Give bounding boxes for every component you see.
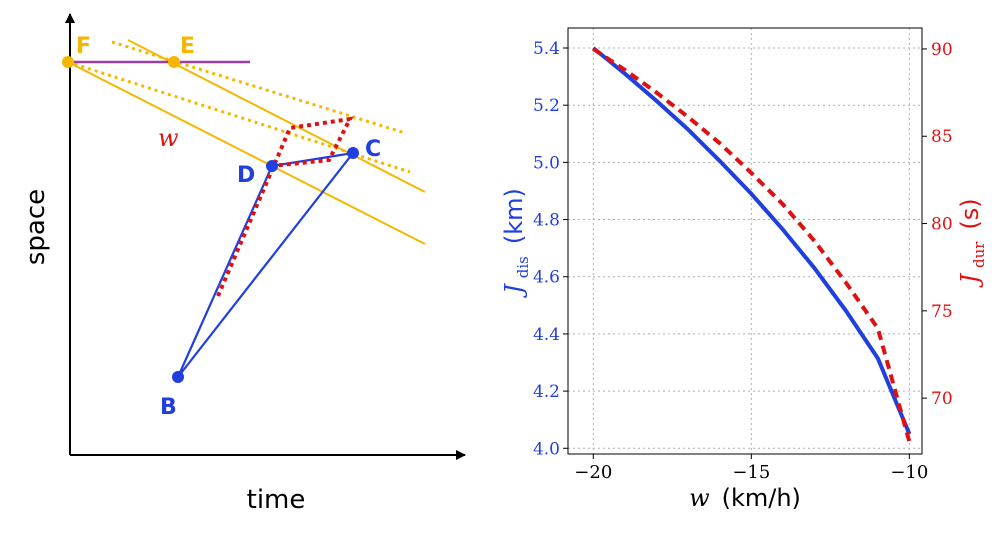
label-w: w — [158, 124, 179, 152]
x-tick-label: −15 — [732, 462, 770, 483]
ylabel-left-var: J — [500, 283, 528, 299]
orange-line-from-f — [67, 61, 426, 245]
y-right-tick-label: 70 — [931, 389, 953, 409]
x-tick-label: −20 — [574, 462, 612, 483]
ylabel-right-sub: dur — [970, 241, 988, 268]
y-left-tick-label: 4.4 — [533, 325, 560, 345]
point-b — [172, 371, 184, 383]
label-b: B — [160, 395, 177, 420]
blue-triangle-bdc — [176, 151, 356, 378]
label-c: C — [365, 137, 381, 162]
xlabel-var: w — [689, 484, 710, 512]
y-right-tick-label: 85 — [931, 127, 953, 147]
point-f — [62, 56, 74, 68]
spacetime-diagram: F E D C B w time space — [21, 13, 466, 515]
series-line-j-dis — [592, 46, 912, 435]
chart-ticks: −20 −15 −10 4.0 4.2 4.4 4.6 4.8 5.0 5.2 5.4 70 75 80 8… — [533, 39, 953, 483]
ylabel-left-unit: (km) — [500, 188, 528, 244]
chart-ylabel-right: J dur (s) — [956, 198, 990, 288]
chart-ylabel-left: J dis (km) — [500, 188, 534, 299]
orange-dotted-line-upper — [111, 40, 406, 135]
chart-series — [592, 46, 912, 443]
y-right-tick-label: 75 — [931, 302, 953, 322]
y-right-tick-label: 90 — [931, 40, 953, 60]
label-d: D — [237, 163, 255, 188]
series-line-j-dur — [592, 47, 912, 443]
y-left-tick-label: 5.4 — [533, 39, 560, 59]
diagram-xlabel: time — [247, 485, 306, 515]
x-tick-label: −10 — [890, 462, 928, 483]
y-left-tick-label: 5.0 — [533, 153, 560, 173]
xlabel-unit: (km/h) — [722, 484, 801, 512]
orange-dotted-line-lower — [67, 60, 411, 174]
ylabel-left-sub: dis — [514, 256, 532, 278]
y-left-tick-label: 4.0 — [533, 439, 560, 459]
plot-frame — [567, 27, 923, 455]
point-d — [266, 160, 278, 172]
diagram-ylabel: space — [21, 189, 51, 265]
ylabel-right-unit: (s) — [956, 198, 984, 229]
label-e: E — [180, 34, 195, 59]
y-left-tick-label: 5.2 — [533, 96, 560, 116]
ylabel-right-var: J — [956, 273, 984, 289]
red-dotted-path — [216, 116, 354, 297]
label-f: F — [76, 34, 91, 59]
cost-chart: −20 −15 −10 4.0 4.2 4.4 4.6 4.8 5.0 5.2 5.4 70 75 80 8… — [500, 27, 990, 512]
y-left-tick-label: 4.6 — [533, 268, 560, 288]
point-c — [347, 147, 359, 159]
y-left-tick-label: 4.8 — [533, 211, 560, 231]
chart-xlabel: w (km/h) — [689, 484, 801, 512]
point-e — [168, 56, 180, 68]
y-right-tick-label: 80 — [931, 215, 953, 235]
y-left-tick-label: 4.2 — [533, 382, 560, 402]
chart-grid — [568, 28, 922, 454]
